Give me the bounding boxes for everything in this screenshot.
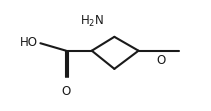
Text: O: O bbox=[157, 54, 166, 67]
Text: HO: HO bbox=[20, 36, 38, 49]
Text: O: O bbox=[61, 85, 71, 98]
Text: H$_2$N: H$_2$N bbox=[80, 14, 104, 29]
